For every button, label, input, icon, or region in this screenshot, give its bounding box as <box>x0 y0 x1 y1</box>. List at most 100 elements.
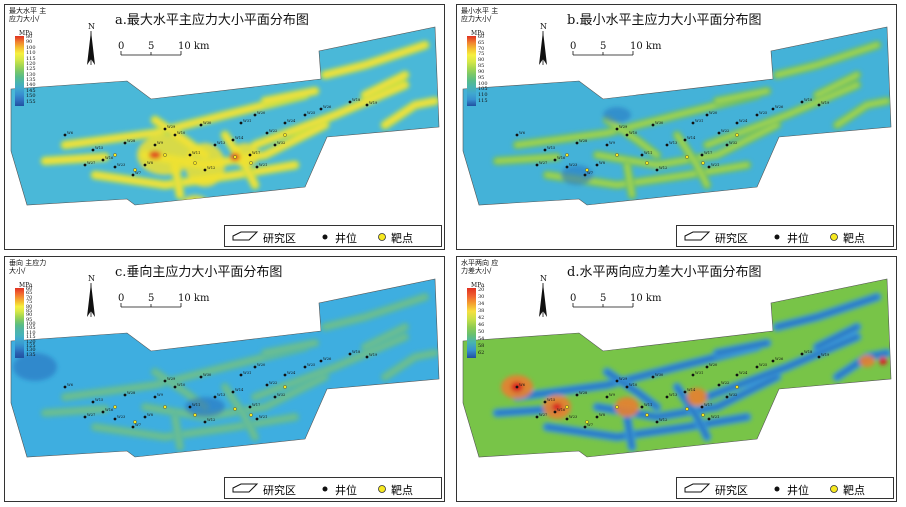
scale-0: 0 <box>118 293 124 304</box>
color-tick-label: 110 <box>478 92 488 99</box>
well-marker <box>707 165 711 169</box>
color-tick-label: 120 <box>26 60 36 67</box>
well-marker <box>705 365 709 369</box>
well-label: W16 <box>557 156 566 160</box>
panel-title: b.最小水平主应力大小平面分布图 <box>567 13 762 28</box>
well-marker <box>665 395 669 399</box>
well-label: W28 <box>127 391 136 395</box>
well-marker <box>163 127 167 131</box>
well-marker <box>83 163 87 167</box>
scale-10: 10 km <box>630 293 662 304</box>
well-label: W28 <box>579 139 588 143</box>
color-tick-label: 38 <box>478 308 485 314</box>
well-label: W13 <box>669 393 678 397</box>
well-marker <box>188 405 192 409</box>
well-label: W14 <box>235 136 244 140</box>
stress-band-core <box>363 325 407 349</box>
legend-title: 水平两向 应力差大小/ <box>461 259 499 275</box>
well-marker <box>188 153 192 157</box>
well-label: W20 <box>709 111 718 115</box>
stress-band-core <box>705 83 859 147</box>
scale-10: 10 km <box>178 41 210 52</box>
well-label: W16 <box>105 156 114 160</box>
target-marker <box>163 153 167 157</box>
target-marker <box>701 161 705 165</box>
well-label: W14 <box>235 388 244 392</box>
high-zone <box>181 195 209 205</box>
well-marker <box>283 373 287 377</box>
color-tick-label: 60 <box>26 286 33 292</box>
low-zone <box>185 397 225 417</box>
target-marker <box>701 413 705 417</box>
scale-10: 10 km <box>178 293 210 304</box>
well-label: W12 <box>207 418 215 422</box>
well-marker <box>543 148 547 152</box>
well-marker <box>651 123 655 127</box>
well-label: W31 <box>695 119 703 123</box>
well-marker <box>615 127 619 131</box>
well-marker <box>755 365 759 369</box>
well-label: W7 <box>135 423 142 427</box>
target-marker <box>615 153 619 157</box>
map-key: 研究区 井位 靶点 <box>676 225 894 247</box>
low-zone <box>603 107 631 123</box>
target-marker <box>565 153 569 157</box>
color-ticks: 60 65 70 75 80 85 90 95 100 105 110 115 120 125 130 135 <box>26 286 36 357</box>
target-marker <box>233 155 237 159</box>
low-zone <box>13 353 57 381</box>
north-arrow-icon: N <box>539 274 547 317</box>
well-marker <box>131 425 135 429</box>
stress-band-core <box>835 99 889 127</box>
color-tick-label: 125 <box>26 66 36 73</box>
well-marker <box>91 148 95 152</box>
color-tick-label: 42 <box>478 315 485 321</box>
color-tick-label: 150 <box>26 93 36 100</box>
well-marker <box>735 373 739 377</box>
well-label: W6 <box>67 131 74 135</box>
peak-zone <box>552 403 562 411</box>
well-marker <box>565 417 569 421</box>
well-label: W20 <box>257 111 266 115</box>
color-tick-label: 75 <box>26 299 33 306</box>
well-marker <box>817 103 821 107</box>
key-target: 靶点 <box>391 232 413 245</box>
well-marker <box>605 143 609 147</box>
scale-0: 0 <box>570 293 576 304</box>
scale-bar: 0 5 10 km <box>570 293 662 308</box>
stress-band-core <box>383 99 437 127</box>
target-marker <box>585 420 589 424</box>
legend-unit: MPa <box>471 30 485 37</box>
well-label: W6 <box>519 383 526 387</box>
well-label: W19 <box>369 101 378 105</box>
target-marker <box>645 413 649 417</box>
well-marker <box>273 395 277 399</box>
well-marker <box>707 417 711 421</box>
well-label: W11 <box>192 151 200 155</box>
color-tick-label: 62 <box>478 350 485 356</box>
well-marker <box>143 415 147 419</box>
key-study-area: 研究区 <box>715 484 748 497</box>
stress-band-core <box>253 83 407 147</box>
high-zone <box>185 143 225 187</box>
key-target: 靶点 <box>391 484 413 497</box>
well-marker <box>123 141 127 145</box>
well-marker <box>255 165 259 169</box>
target-marker <box>585 168 589 172</box>
well-marker <box>655 420 659 424</box>
key-study-area: 研究区 <box>715 232 748 245</box>
target-marker <box>133 420 137 424</box>
color-tick-label: 90 <box>478 68 485 75</box>
panel-c: W18 W19 W20 W6 W15 W16 W23 W7 W8 W9 W10 W11 W12 W13 W1… <box>4 256 445 502</box>
well-marker <box>691 121 695 125</box>
well-label: W28 <box>127 139 136 143</box>
well-marker <box>700 153 704 157</box>
well-label: W15 <box>547 398 556 402</box>
well-label: W20 <box>709 363 718 367</box>
well-label: W24 <box>739 119 748 123</box>
well-marker <box>348 352 352 356</box>
stress-band-core <box>253 335 407 399</box>
color-tick-label: 80 <box>26 303 33 310</box>
well-label: W27 <box>87 413 96 417</box>
well-label: W24 <box>287 119 296 123</box>
